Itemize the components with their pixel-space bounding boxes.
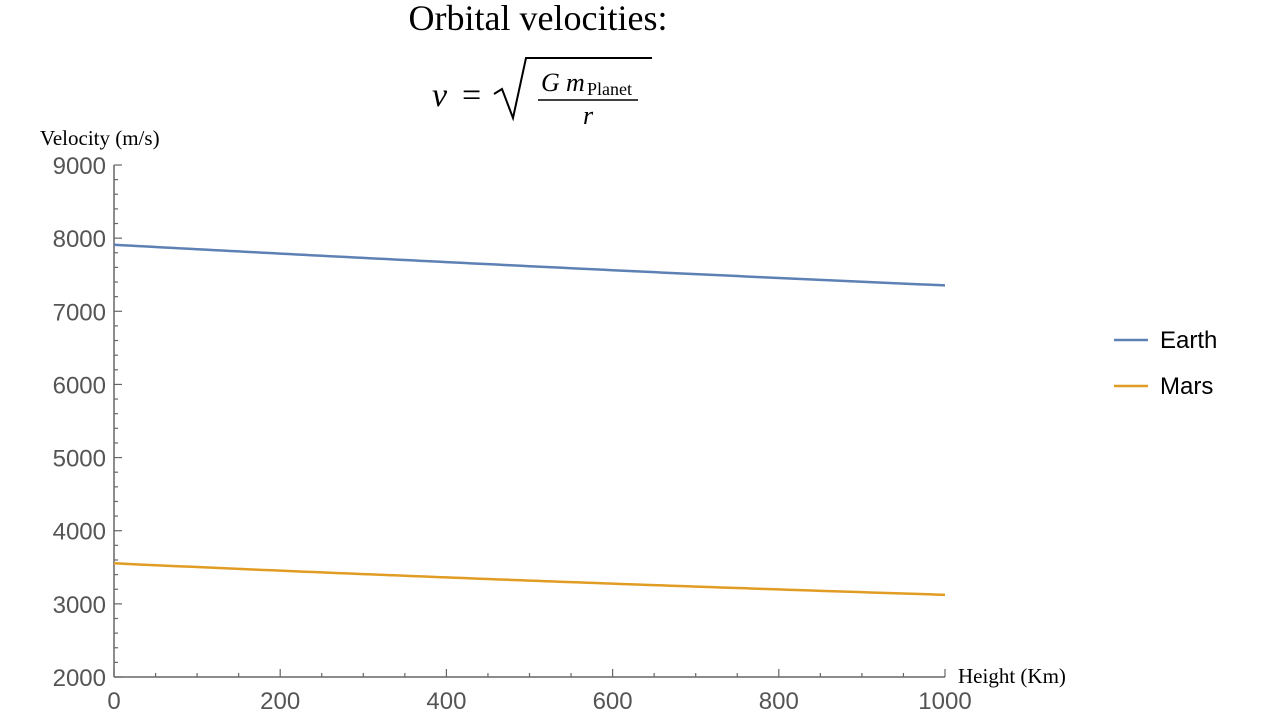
y-tick-label: 9000 <box>53 153 106 180</box>
x-tick-label: 800 <box>759 688 799 715</box>
x-tick-label: 400 <box>426 688 466 715</box>
y-tick-label: 5000 <box>53 446 106 473</box>
formula-m: m <box>566 68 585 97</box>
x-tick-label: 200 <box>260 688 300 715</box>
formula-subscript: Planet <box>587 79 632 99</box>
y-tick-label: 3000 <box>53 592 106 619</box>
x-tick-label: 1000 <box>918 688 971 715</box>
series-line-mars <box>113 562 946 597</box>
y-tick-label: 6000 <box>53 372 106 399</box>
x-axis-label: Height (Km) <box>958 664 1066 688</box>
sqrt-sign <box>493 57 652 122</box>
legend: Earth Mars <box>1114 327 1217 400</box>
y-tick-label: 4000 <box>53 519 106 546</box>
x-tick-label: 600 <box>593 688 633 715</box>
series-line-earth <box>113 243 946 287</box>
x-tick-label: 0 <box>107 688 120 715</box>
formula-eq: = <box>462 77 481 114</box>
y-axis-label: Velocity (m/s) <box>40 126 160 150</box>
y-tick-label: 2000 <box>53 665 106 692</box>
formula-lhs: v <box>432 77 448 114</box>
formula: v = G m Planet r <box>432 57 652 130</box>
formula-r: r <box>583 101 594 130</box>
legend-label-mars: Mars <box>1160 373 1213 400</box>
y-tick-label: 7000 <box>53 299 106 326</box>
chart-title: Orbital velocities: <box>409 0 668 38</box>
legend-label-earth: Earth <box>1160 327 1217 354</box>
formula-G: G <box>541 68 560 97</box>
y-tick-label: 8000 <box>53 226 106 253</box>
